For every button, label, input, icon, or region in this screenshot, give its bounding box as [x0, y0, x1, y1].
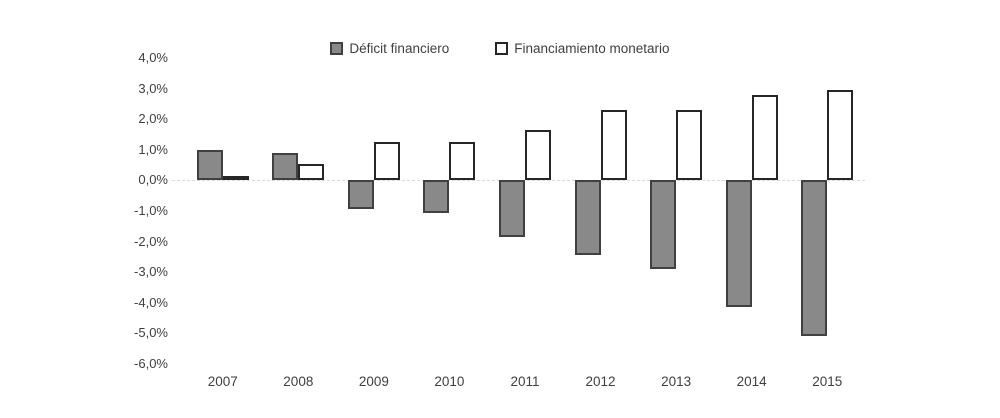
y-tick-label: -2,0% [134, 233, 168, 249]
bar-financiamiento-2008 [298, 163, 325, 181]
bar-deficit-2012 [574, 180, 601, 256]
y-tick-label: 2,0% [138, 111, 168, 127]
bar-financiamiento-2015 [827, 90, 854, 181]
x-tick-label: 2010 [434, 374, 465, 389]
y-tick-label: -4,0% [134, 294, 168, 310]
x-tick-label: 2013 [661, 374, 692, 389]
y-tick-label: -5,0% [134, 325, 168, 341]
x-tick-label: 2014 [736, 374, 767, 389]
y-tick-label: -6,0% [134, 356, 168, 371]
bar-deficit-2010 [423, 180, 450, 213]
y-tick-label: 4,0% [138, 50, 168, 65]
bar-financiamiento-2007 [222, 176, 249, 181]
bar-deficit-2011 [499, 180, 525, 237]
bar-financiamiento-2011 [525, 129, 551, 181]
legend-item-financiamiento: Financiamiento monetario [495, 41, 670, 56]
bar-financiamiento-2009 [373, 142, 400, 181]
legend: Déficit financiero Financiamiento moneta… [0, 41, 1000, 56]
legend-label-deficit: Déficit financiero [349, 41, 450, 56]
bar-deficit-2009 [347, 180, 374, 210]
bar-deficit-2013 [650, 180, 677, 270]
x-tick-label: 2011 [510, 374, 540, 389]
x-tick-label: 2015 [812, 374, 843, 389]
legend-label-financiamiento: Financiamiento monetario [514, 41, 670, 56]
x-tick-label: 2009 [358, 374, 389, 389]
bar-deficit-2008 [272, 152, 299, 181]
deficit-swatch-icon [330, 42, 344, 55]
y-tick-label: 3,0% [138, 80, 168, 96]
bar-financiamiento-2012 [600, 110, 627, 181]
y-tick-label: -3,0% [134, 264, 168, 280]
bar-financiamiento-2013 [676, 110, 703, 181]
bar-deficit-2015 [801, 180, 828, 337]
y-tick-label: 0,0% [138, 172, 168, 188]
bar-deficit-2007 [196, 149, 223, 181]
financiamiento-swatch-icon [495, 42, 509, 55]
legend-item-deficit: Déficit financiero [330, 41, 449, 56]
bar-financiamiento-2014 [751, 94, 778, 181]
y-tick-label: 1,0% [138, 141, 168, 157]
y-tick-label: -1,0% [134, 203, 168, 218]
x-tick-label: 2012 [585, 374, 616, 389]
x-tick-label: 2007 [207, 374, 238, 389]
plot-area [172, 58, 865, 364]
x-tick-label: 2008 [283, 374, 314, 389]
bar-deficit-2014 [725, 180, 752, 308]
bar-financiamiento-2010 [449, 142, 476, 181]
